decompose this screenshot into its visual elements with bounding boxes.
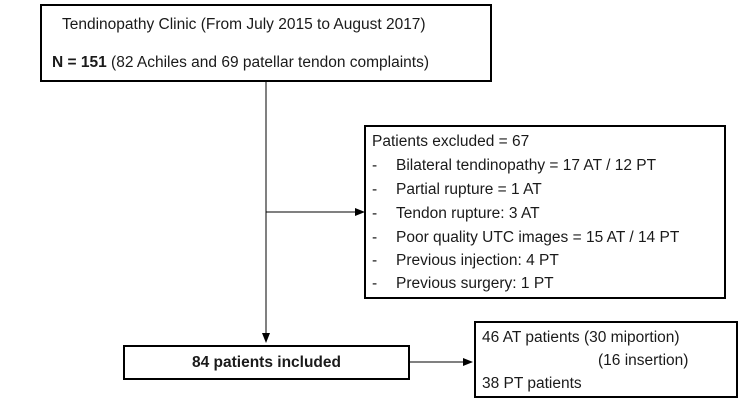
excluded-item: - Poor quality UTC images = 15 AT / 14 PT	[372, 229, 680, 246]
excluded-item: - Previous injection: 4 PT	[372, 252, 559, 269]
total-n-detail: (82 Achiles and 69 patellar tendon compl…	[111, 54, 429, 71]
excluded-item: - Previous surgery: 1 PT	[372, 275, 554, 292]
clinic-title: Tendinopathy Clinic (From July 2015 to A…	[62, 16, 426, 33]
bullet-dash: -	[372, 252, 378, 269]
bullet-dash: -	[372, 229, 378, 246]
result-box: 46 AT patients (30 miportion) (16 insert…	[474, 321, 738, 398]
bullet-dash: -	[372, 157, 378, 174]
excluded-item: - Tendon rupture: 3 AT	[372, 205, 540, 222]
excluded-item: - Partial rupture = 1 AT	[372, 181, 542, 198]
at-insertion: (16 insertion)	[598, 352, 689, 369]
bullet-dash: -	[372, 181, 378, 198]
excluded-header: Patients excluded = 67	[372, 133, 530, 150]
bullet-dash: -	[372, 275, 378, 292]
bullet-dash: -	[372, 205, 378, 222]
excluded-item: - Bilateral tendinopathy = 17 AT / 12 PT	[372, 157, 657, 174]
included-box: 84 patients included	[123, 345, 410, 380]
included-label: 84 patients included	[191, 354, 341, 371]
at-patients: 46 AT patients (30 miportion)	[482, 329, 680, 346]
clinic-total: N = 151 (82 Achiles and 69 patellar tend…	[52, 53, 429, 73]
clinic-box: Tendinopathy Clinic (From July 2015 to A…	[40, 4, 492, 82]
pt-patients: 38 PT patients	[482, 375, 582, 392]
total-n-label: N = 151	[52, 54, 107, 71]
excluded-box: Patients excluded = 67 - Bilateral tendin…	[364, 125, 726, 299]
